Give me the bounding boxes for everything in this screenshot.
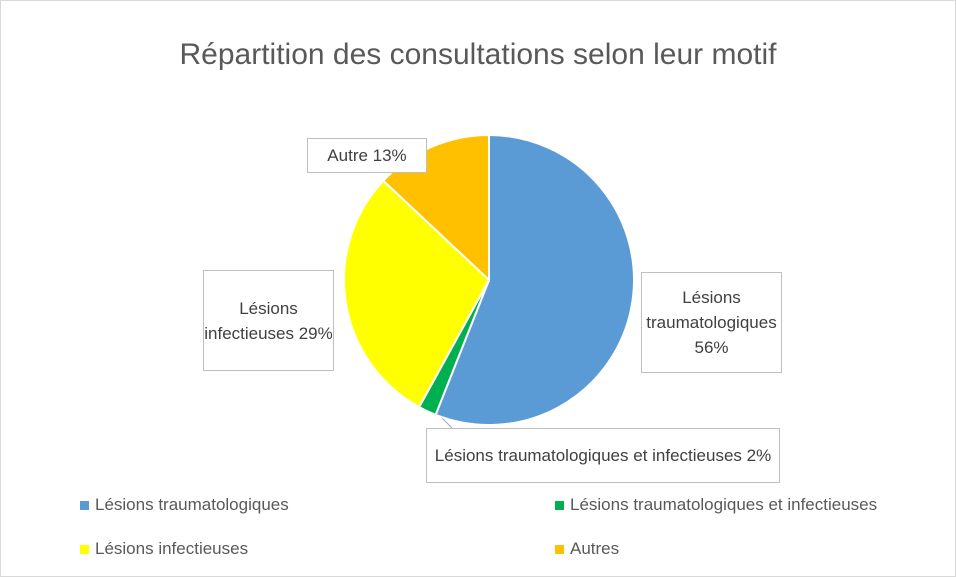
legend-item: Lésions traumatologiques bbox=[80, 495, 289, 515]
pie-slice bbox=[343, 179, 491, 409]
legend-item: Autres bbox=[555, 539, 619, 559]
legend-swatch bbox=[555, 500, 564, 510]
data-label: Autre 13% bbox=[307, 138, 427, 173]
data-label: Lésions traumatologiques et infectieuses… bbox=[426, 428, 780, 483]
legend-swatch bbox=[80, 500, 89, 510]
data-label: Lésions infectieuses 29% bbox=[203, 270, 334, 371]
legend-item: Lésions traumatologiques et infectieuses bbox=[555, 495, 877, 515]
legend-label: Autres bbox=[570, 539, 620, 558]
legend-label: Lésions traumatologiques bbox=[95, 495, 289, 514]
legend-item: Lésions infectieuses bbox=[80, 539, 248, 559]
chart-title: Répartition des consultations selon leur… bbox=[179, 38, 777, 71]
legend-label: Lésions traumatologiques et infectieuses bbox=[570, 495, 878, 514]
data-label: Lésions traumatologiques 56% bbox=[641, 272, 782, 373]
legend-swatch bbox=[555, 544, 564, 554]
pie-slice bbox=[434, 133, 635, 426]
legend-label: Lésions infectieuses bbox=[95, 539, 249, 558]
legend-swatch bbox=[80, 544, 89, 554]
